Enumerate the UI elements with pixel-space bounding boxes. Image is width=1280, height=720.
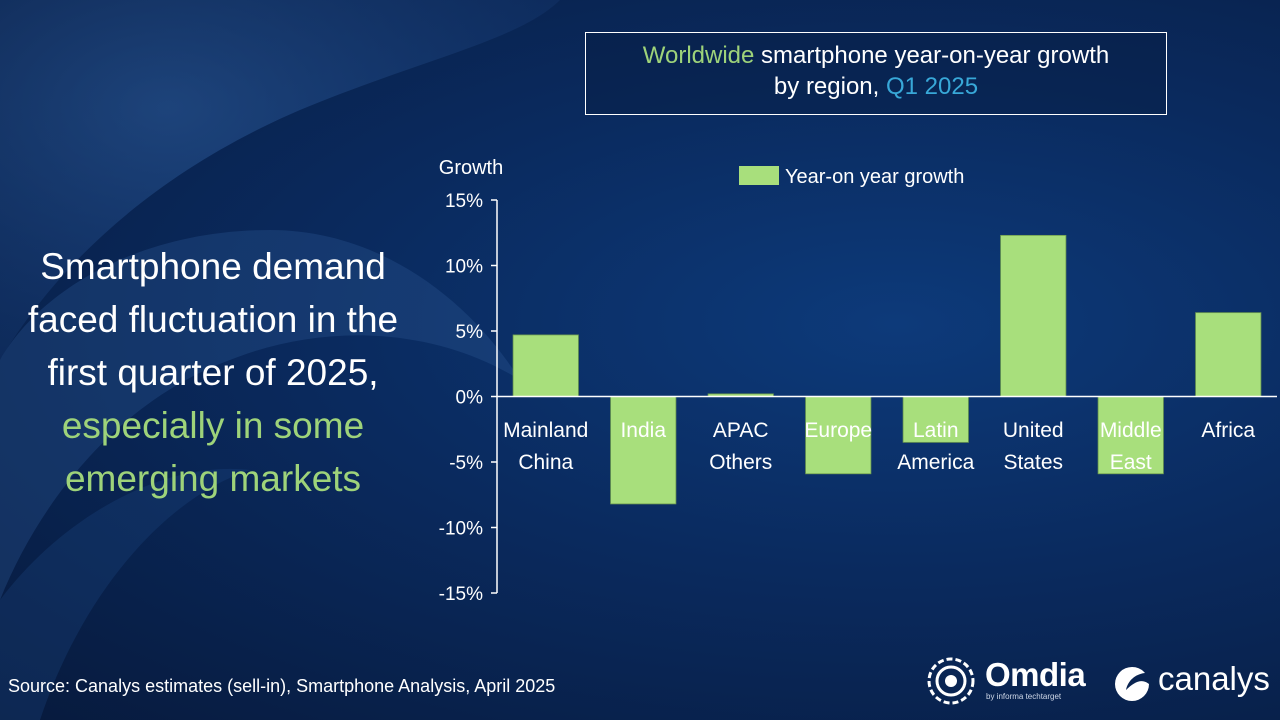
x-category-label: APAC bbox=[713, 419, 769, 442]
legend-swatch bbox=[739, 166, 779, 185]
chart-title: Worldwide smartphone year-on-year growth… bbox=[585, 32, 1167, 115]
y-tick-label: 15% bbox=[445, 191, 483, 212]
omdia-logo-subtext: by informa techtarget bbox=[986, 692, 1062, 701]
omdia-logo-text: Omdia bbox=[985, 656, 1086, 693]
title-worldwide: Worldwide bbox=[642, 42, 755, 69]
bar bbox=[610, 396, 677, 505]
title-rest-2: by region, bbox=[773, 73, 886, 100]
y-tick-label: -5% bbox=[449, 453, 483, 474]
x-category-label: China bbox=[518, 451, 573, 474]
bar bbox=[805, 396, 872, 475]
canalys-logo-icon bbox=[1115, 666, 1149, 701]
x-category-label: Middle bbox=[1100, 419, 1162, 442]
headline-green: especially in some emerging markets bbox=[61, 405, 365, 499]
x-category-label: India bbox=[620, 419, 666, 442]
headline-text: Smartphone demand faced fluctuation in t… bbox=[18, 240, 408, 505]
y-tick-label: -15% bbox=[439, 584, 483, 605]
bar bbox=[1195, 312, 1262, 397]
legend-label: Year-on year growth bbox=[785, 166, 964, 188]
x-category-label: Latin bbox=[913, 419, 959, 442]
canalys-logo-text: canalys bbox=[1158, 660, 1270, 697]
bar bbox=[1097, 396, 1164, 475]
y-tick-label: 5% bbox=[456, 322, 484, 343]
y-tick-label: -10% bbox=[439, 519, 483, 540]
x-category-label: East bbox=[1110, 451, 1152, 474]
bar bbox=[1000, 234, 1067, 397]
x-category-label: United bbox=[1003, 419, 1064, 442]
source-note: Source: Canalys estimates (sell-in), Sma… bbox=[8, 676, 556, 696]
title-period: Q1 2025 bbox=[886, 73, 979, 100]
x-category-label: America bbox=[897, 451, 974, 474]
x-category-label: Others bbox=[709, 451, 772, 474]
y-tick-label: 0% bbox=[456, 388, 484, 409]
x-category-label: Mainland bbox=[503, 419, 588, 442]
x-category-label: States bbox=[1003, 451, 1063, 474]
omdia-logo-icon bbox=[927, 657, 975, 705]
x-category-label: Africa bbox=[1201, 419, 1255, 442]
headline-white: Smartphone demand faced fluctuation in t… bbox=[27, 246, 399, 393]
y-axis-title: Growth bbox=[439, 157, 503, 179]
title-line-1: Worldwide smartphone year-on-year growth bbox=[586, 40, 1166, 71]
title-line-2: by region, Q1 2025 bbox=[586, 71, 1166, 102]
bar bbox=[512, 334, 579, 397]
y-tick-label: 10% bbox=[445, 257, 483, 278]
x-category-label: Europe bbox=[804, 419, 872, 442]
title-rest-1: smartphone year-on-year growth bbox=[754, 42, 1110, 69]
